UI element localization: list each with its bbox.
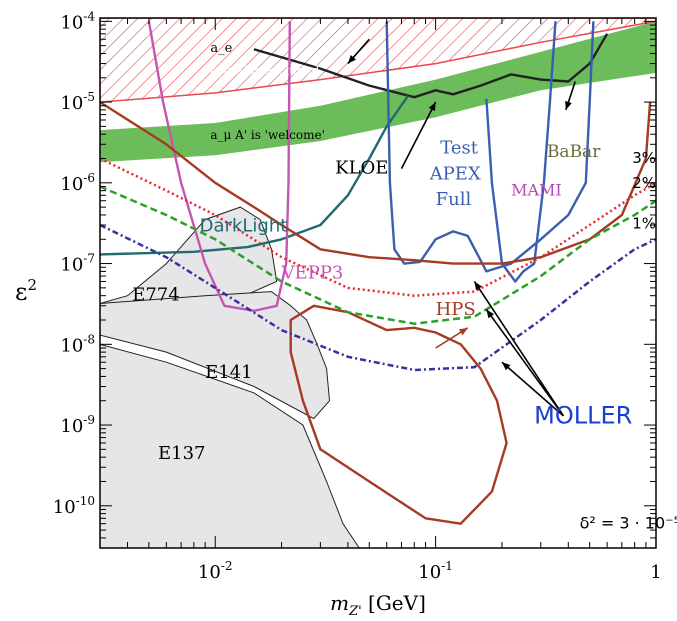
series-3 xyxy=(100,157,656,297)
arrow-head xyxy=(347,55,357,64)
series-hps xyxy=(100,101,652,265)
y-tick-label: 10-5 xyxy=(60,90,95,114)
arrow-head xyxy=(428,102,436,112)
label-3-10: δ² = 3 · 10⁻⁵ xyxy=(580,514,677,533)
label-full: Full xyxy=(436,189,472,210)
plot-frame xyxy=(99,17,657,549)
labels-layer: E774 E141 E137 DarkLight VEPP3 KLOE Test APEX Fu… xyxy=(132,41,677,533)
bands-layer xyxy=(100,18,656,163)
x-axis-title: mZ' [GeV] xyxy=(330,591,426,619)
y-tick-label: 10-7 xyxy=(60,252,95,276)
arrow-head xyxy=(474,281,482,291)
label-1: 1% xyxy=(632,215,656,233)
arrow-head xyxy=(486,309,495,319)
arrow-line xyxy=(400,101,437,169)
label-a-e: a_e xyxy=(210,41,232,56)
regions-layer xyxy=(100,206,360,548)
series-kloe xyxy=(253,33,609,99)
label-vepp3: VEPP3 xyxy=(281,263,344,284)
label-kloe: KLOE xyxy=(335,158,388,179)
x-tick-label: 1 xyxy=(650,562,661,583)
y-tick-label: 10-6 xyxy=(60,171,95,195)
arrow-head xyxy=(565,100,572,110)
label-apex: APEX xyxy=(429,163,481,184)
label-moller: MOLLER xyxy=(534,401,632,429)
series-3-10 xyxy=(289,304,508,525)
series-1 xyxy=(100,223,656,372)
x-tick-label: 10-2 xyxy=(198,559,233,583)
y-tick-label: 10-8 xyxy=(60,332,95,356)
label-hps: HPS xyxy=(436,299,476,320)
label-2: 2% xyxy=(632,174,656,192)
series-2 xyxy=(100,185,656,325)
series-apex-full xyxy=(385,21,595,273)
label-a-a-is-welcome: a_μ A' is 'welcome' xyxy=(210,128,325,142)
y-tick-label: 10-9 xyxy=(60,413,95,437)
y-tick-label: 10-4 xyxy=(60,9,95,33)
arrow-line xyxy=(473,281,565,417)
label-e774: E774 xyxy=(132,284,180,305)
region-e137 xyxy=(100,343,360,548)
label-a-a-is-excluded: a_μ A' is excluded xyxy=(210,63,319,77)
x-tick-label: 10-1 xyxy=(418,559,453,583)
arrow-head xyxy=(501,362,511,371)
label-babar: BaBar xyxy=(547,142,601,162)
ticks-layer: 10-2 10-1 1 10-4 10-5 10-6 10-7 10-8 10-9 10-10 xyxy=(53,9,662,583)
series-test xyxy=(485,21,557,283)
label-mami: MAMI xyxy=(511,180,562,199)
label-test: Test xyxy=(440,138,478,159)
label-3: 3% xyxy=(632,149,656,167)
band-a-a-is-excluded xyxy=(100,18,656,103)
label-darklight: DarkLight xyxy=(200,215,288,236)
series-layer xyxy=(100,21,656,525)
label-e141: E141 xyxy=(205,362,253,383)
series-darklight xyxy=(100,95,410,256)
series-vepp3 xyxy=(147,21,291,312)
arrows-layer xyxy=(347,38,576,417)
arrow-line xyxy=(501,361,564,417)
arrow-line xyxy=(485,309,565,417)
label-e137: E137 xyxy=(158,443,206,464)
band-a-a-is-welcome xyxy=(100,21,656,163)
y-tick-label: 10-10 xyxy=(53,494,95,518)
arrow-head xyxy=(458,327,468,336)
plot-area xyxy=(100,18,656,548)
y-axis-title: ε2 xyxy=(15,276,37,306)
